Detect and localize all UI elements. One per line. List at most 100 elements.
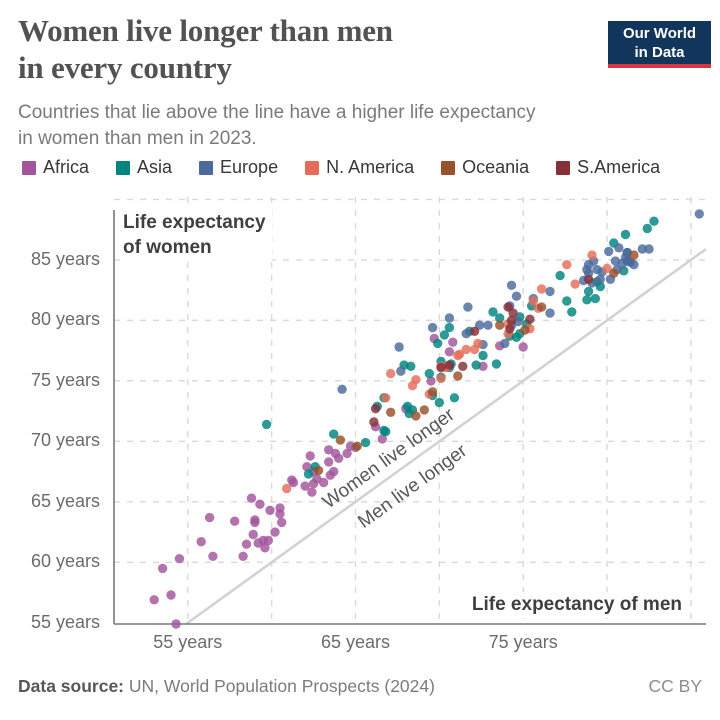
license-label: CC BY xyxy=(648,676,702,696)
scatter-dot-africa xyxy=(204,512,215,523)
scatter-dot-europe xyxy=(592,264,602,275)
scatter-dot-asia xyxy=(649,216,659,226)
scatter-dot-africa xyxy=(277,517,287,528)
y-tick-label: 70 years xyxy=(30,430,100,451)
scatter-dot-s-america xyxy=(525,314,535,324)
scatter-dot-s-america xyxy=(505,324,515,334)
scatter-dot-europe xyxy=(461,329,471,339)
scatter-dot-europe xyxy=(545,308,555,318)
scatter-dot-africa xyxy=(444,347,455,357)
scatter-dot-europe xyxy=(396,366,406,376)
scatter-dot-africa xyxy=(238,551,248,561)
x-axis-title: Life expectancy of men xyxy=(467,592,686,618)
title-line-2: in every country xyxy=(18,50,232,85)
scatter-dot-oceania xyxy=(352,441,362,451)
scatter-dot-asia xyxy=(478,350,488,361)
scatter-dot-n-america xyxy=(587,250,597,260)
scatter-dot-africa xyxy=(329,466,339,477)
y-axis-title-line-2: of women xyxy=(123,237,212,258)
scatter-dot-asia xyxy=(360,437,371,448)
scatter-dot-oceania xyxy=(609,268,619,278)
scatter-dot-europe xyxy=(620,252,631,263)
legend-swatch xyxy=(556,160,571,175)
scatter-dot-asia xyxy=(491,359,502,369)
scatter-dot-asia xyxy=(582,295,592,305)
scatter-dot-africa xyxy=(157,563,168,574)
scatter-dot-africa xyxy=(248,529,258,540)
scatter-dot-n-america xyxy=(282,483,292,494)
scatter-dot-s-america xyxy=(370,404,381,414)
scatter-dot-africa xyxy=(230,516,240,526)
scatter-dot-africa xyxy=(300,481,310,491)
scatter-dot-europe xyxy=(506,280,517,290)
scatter-dot-africa xyxy=(250,517,260,528)
legend-label: Asia xyxy=(137,157,173,177)
legend-label: S.America xyxy=(577,157,661,177)
scatter-dot-asia xyxy=(434,397,444,408)
scatter-dot-n-america xyxy=(436,373,446,384)
scatter-dot-africa xyxy=(149,595,159,605)
scatter-dot-s-america xyxy=(503,302,513,312)
y-tick-label: 75 years xyxy=(30,369,100,390)
legend-item-asia: Asia xyxy=(116,157,172,178)
scatter-dot-africa xyxy=(518,342,528,352)
scatter-dot-africa xyxy=(448,337,458,347)
y-tick-label: 80 years xyxy=(30,309,100,330)
logo-line-2: in Data xyxy=(634,44,685,61)
scatter-dot-europe xyxy=(545,286,555,297)
scatter-dot-oceania xyxy=(427,387,438,397)
legend-swatch xyxy=(199,160,214,175)
legend-item-europe: Europe xyxy=(199,157,278,178)
scatter-dot-africa xyxy=(241,539,252,549)
legend-swatch xyxy=(441,160,456,175)
scatter-dot-n-america xyxy=(407,381,418,391)
scatter-dot-europe xyxy=(427,322,438,333)
scatter-dot-europe xyxy=(583,260,594,270)
scatter-dot-oceania xyxy=(386,407,396,417)
legend-item-africa: Africa xyxy=(22,157,89,178)
subtitle-line-1: Countries that lie above the line have a… xyxy=(18,102,536,123)
scatter-dot-n-america xyxy=(562,260,572,270)
owid-logo: Our World in Data xyxy=(608,21,711,68)
scatter-dot-europe xyxy=(604,246,614,257)
scatter-dot-africa xyxy=(426,376,436,386)
scatter-dot-europe xyxy=(483,320,493,330)
scatter-dot-europe xyxy=(694,209,704,219)
scatter-dot-s-america xyxy=(436,362,446,373)
scatter-dot-s-america xyxy=(444,360,455,370)
y-tick-label: 55 years xyxy=(30,611,100,632)
scatter-dot-asia xyxy=(471,360,481,370)
scatter-dot-oceania xyxy=(313,465,324,476)
title-line-1: Women live longer than men xyxy=(18,13,393,48)
x-tick-label: 65 years xyxy=(320,632,390,652)
scatter-dot-africa xyxy=(246,493,257,503)
scatter-dot-n-america xyxy=(461,344,471,355)
scatter-dot-europe xyxy=(394,342,404,352)
scatter-dot-africa xyxy=(171,619,181,629)
legend-item-n-america: N. America xyxy=(305,157,414,178)
logo-line-1: Our World xyxy=(622,25,697,42)
scatter-dot-europe xyxy=(637,244,647,254)
footer: Data source: UN, World Population Prospe… xyxy=(18,676,702,697)
scatter-dot-asia xyxy=(555,270,565,281)
scatter-dot-africa xyxy=(334,453,344,463)
scatter-dot-africa xyxy=(166,590,176,600)
y-tick-label: 85 years xyxy=(30,248,100,269)
scatter-dot-s-america xyxy=(369,417,379,427)
scatter-dot-asia xyxy=(488,307,498,317)
scatter-dot-europe xyxy=(511,291,522,301)
scatter-dot-africa xyxy=(324,457,334,467)
scatter-dot-asia xyxy=(567,307,577,317)
scatter-dot-asia xyxy=(379,425,389,436)
y-tick-label: 60 years xyxy=(30,551,100,572)
scatter-dot-n-america xyxy=(536,284,547,294)
data-source-text: UN, World Population Prospects (2024) xyxy=(128,676,435,696)
scatter-dot-s-america xyxy=(469,326,480,336)
scatter-dot-asia xyxy=(642,223,652,234)
scatter-dot-europe xyxy=(595,274,605,284)
scatter-dot-asia xyxy=(439,330,450,340)
x-tick-label: 55 years xyxy=(153,632,223,652)
legend-item-oceania: Oceania xyxy=(441,157,529,178)
legend-swatch xyxy=(305,160,320,175)
